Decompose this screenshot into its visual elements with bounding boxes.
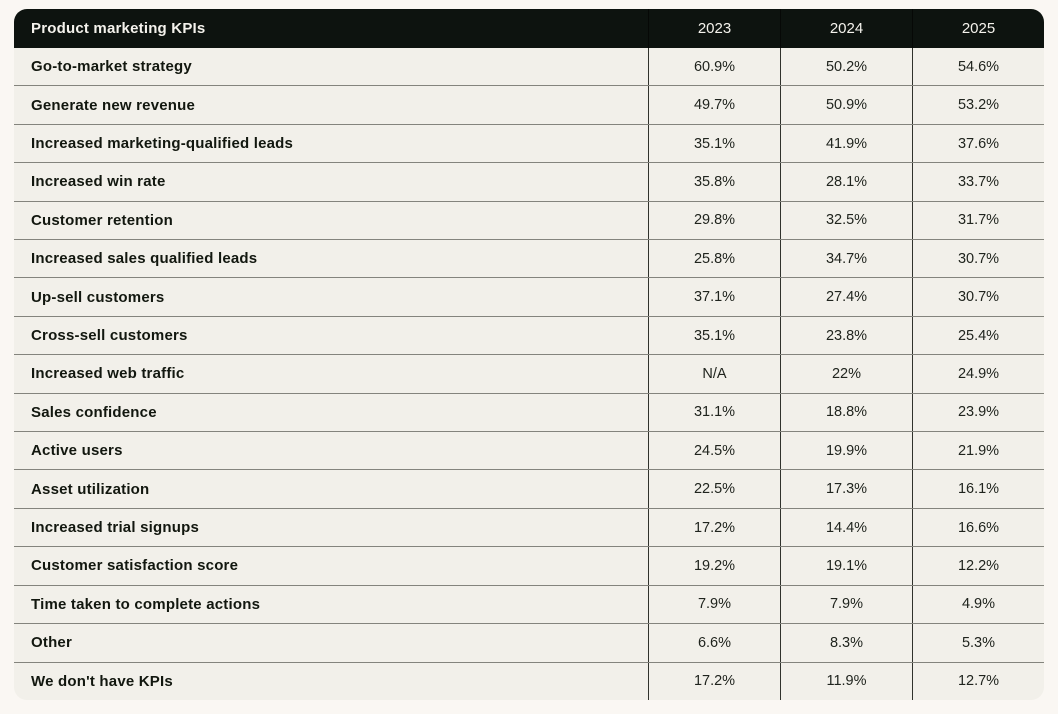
column-header-2025: 2025 <box>912 9 1044 48</box>
kpi-label: Increased sales qualified leads <box>31 250 258 268</box>
kpi-value-2023: N/A <box>648 355 780 393</box>
column-header-2024: 2024 <box>780 9 912 48</box>
kpi-value-2024: 32.5% <box>780 201 912 240</box>
table-row: Customer satisfaction score 19.2% 19.1% 12.… <box>14 546 1044 585</box>
kpi-value-2023: 60.9% <box>648 48 780 86</box>
kpi-value-2024: 11.9% <box>780 662 912 700</box>
kpi-value-2023: 19.2% <box>648 547 780 585</box>
table-row: Customer retention 29.8% 32.5% 31.7% <box>14 200 1044 240</box>
table-row: Increased win rate 35.8% 28.1% 33.7% <box>14 162 1044 201</box>
kpi-value-2024: 23.8% <box>780 316 912 355</box>
table-row: Time taken to complete actions 7.9% 7.9% 4.… <box>14 584 1044 624</box>
kpi-table: Product marketing KPIs 2023 2024 2025 Go… <box>14 9 1044 700</box>
kpi-label: Asset utilization <box>31 480 150 498</box>
kpi-value-2024: 41.9% <box>780 124 912 163</box>
kpi-value-2025: 12.2% <box>912 547 1044 585</box>
table-row: We don't have KPIs 17.2% 11.9% 12.7% <box>14 661 1044 700</box>
kpi-value-2023: 24.5% <box>648 432 780 470</box>
kpi-value-2024: 22% <box>780 355 912 393</box>
kpi-value-2024: 27.4% <box>780 278 912 316</box>
column-header-2023: 2023 <box>648 9 780 48</box>
table-header-row: Product marketing KPIs 2023 2024 2025 <box>14 9 1044 48</box>
kpi-value-2023: 29.8% <box>648 201 780 240</box>
kpi-value-2025: 4.9% <box>912 585 1044 624</box>
kpi-value-2024: 50.2% <box>780 48 912 86</box>
table-row: Other 6.6% 8.3% 5.3% <box>14 623 1044 662</box>
kpi-value-2023: 17.2% <box>648 508 780 547</box>
kpi-value-2025: 37.6% <box>912 124 1044 163</box>
kpi-label: Increased win rate <box>31 173 166 191</box>
table-body: Go-to-market strategy 60.9% 50.2% 54.6% Gene… <box>14 48 1044 700</box>
kpi-value-2023: 35.1% <box>648 316 780 355</box>
table-row: Increased web traffic N/A 22% 24.9% <box>14 354 1044 393</box>
kpi-value-2023: 6.6% <box>648 624 780 662</box>
kpi-value-2024: 8.3% <box>780 624 912 662</box>
table-title: Product marketing KPIs <box>31 20 206 37</box>
table-row: Up-sell customers 37.1% 27.4% 30.7% <box>14 277 1044 316</box>
kpi-value-2023: 22.5% <box>648 470 780 508</box>
kpi-value-2025: 5.3% <box>912 624 1044 662</box>
kpi-value-2023: 17.2% <box>648 662 780 700</box>
kpi-value-2024: 19.9% <box>780 432 912 470</box>
kpi-value-2024: 18.8% <box>780 393 912 432</box>
kpi-value-2024: 14.4% <box>780 508 912 547</box>
kpi-value-2023: 37.1% <box>648 278 780 316</box>
kpi-label: Active users <box>31 442 123 460</box>
kpi-value-2024: 28.1% <box>780 163 912 201</box>
kpi-value-2025: 25.4% <box>912 316 1044 355</box>
kpi-value-2024: 7.9% <box>780 585 912 624</box>
kpi-value-2025: 54.6% <box>912 48 1044 86</box>
kpi-value-2023: 49.7% <box>648 86 780 124</box>
kpi-value-2025: 23.9% <box>912 393 1044 432</box>
kpi-value-2025: 21.9% <box>912 432 1044 470</box>
table-row: Increased sales qualified leads 25.8% 34.7… <box>14 239 1044 278</box>
table-row: Cross-sell customers 35.1% 23.8% 25.4% <box>14 315 1044 355</box>
kpi-value-2025: 53.2% <box>912 86 1044 124</box>
table-row: Increased trial signups 17.2% 14.4% 16.6% <box>14 507 1044 547</box>
kpi-value-2025: 16.1% <box>912 470 1044 508</box>
kpi-value-2023: 25.8% <box>648 240 780 278</box>
kpi-label: Sales confidence <box>31 403 157 421</box>
kpi-value-2024: 50.9% <box>780 86 912 124</box>
kpi-value-2025: 30.7% <box>912 278 1044 316</box>
kpi-label: Increased web traffic <box>31 365 185 383</box>
kpi-label: Increased trial signups <box>31 519 199 537</box>
kpi-value-2025: 12.7% <box>912 662 1044 700</box>
kpi-value-2023: 31.1% <box>648 393 780 432</box>
kpi-value-2025: 31.7% <box>912 201 1044 240</box>
kpi-label: Go-to-market strategy <box>31 58 192 76</box>
kpi-value-2025: 16.6% <box>912 508 1044 547</box>
kpi-label: Customer satisfaction score <box>31 557 239 575</box>
table-row: Go-to-market strategy 60.9% 50.2% 54.6% <box>14 48 1044 86</box>
kpi-label: Time taken to complete actions <box>31 595 261 613</box>
kpi-label: Cross-sell customers <box>31 327 188 345</box>
kpi-value-2023: 7.9% <box>648 585 780 624</box>
table-row: Generate new revenue 49.7% 50.9% 53.2% <box>14 85 1044 124</box>
kpi-label: We don't have KPIs <box>31 672 173 690</box>
table-row: Active users 24.5% 19.9% 21.9% <box>14 431 1044 470</box>
kpi-label: Up-sell customers <box>31 288 165 306</box>
kpi-value-2025: 30.7% <box>912 240 1044 278</box>
kpi-value-2023: 35.8% <box>648 163 780 201</box>
kpi-label: Other <box>31 634 73 652</box>
table-row: Sales confidence 31.1% 18.8% 23.9% <box>14 392 1044 432</box>
kpi-value-2025: 33.7% <box>912 163 1044 201</box>
kpi-value-2024: 19.1% <box>780 547 912 585</box>
table-row: Increased marketing-qualified leads 35.1%… <box>14 123 1044 163</box>
kpi-label: Increased marketing-qualified leads <box>31 135 294 153</box>
kpi-label: Generate new revenue <box>31 96 196 114</box>
kpi-value-2023: 35.1% <box>648 124 780 163</box>
kpi-value-2024: 34.7% <box>780 240 912 278</box>
table-row: Asset utilization 22.5% 17.3% 16.1% <box>14 469 1044 508</box>
kpi-value-2025: 24.9% <box>912 355 1044 393</box>
kpi-label: Customer retention <box>31 211 173 229</box>
kpi-value-2024: 17.3% <box>780 470 912 508</box>
